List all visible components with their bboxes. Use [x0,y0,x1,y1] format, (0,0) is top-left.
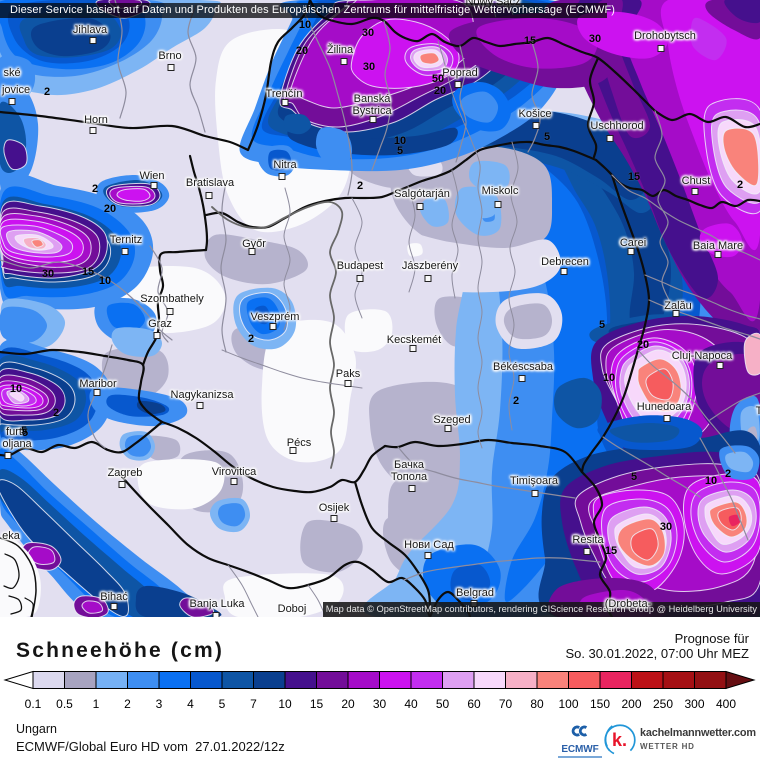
svg-text:k.: k. [612,730,627,750]
